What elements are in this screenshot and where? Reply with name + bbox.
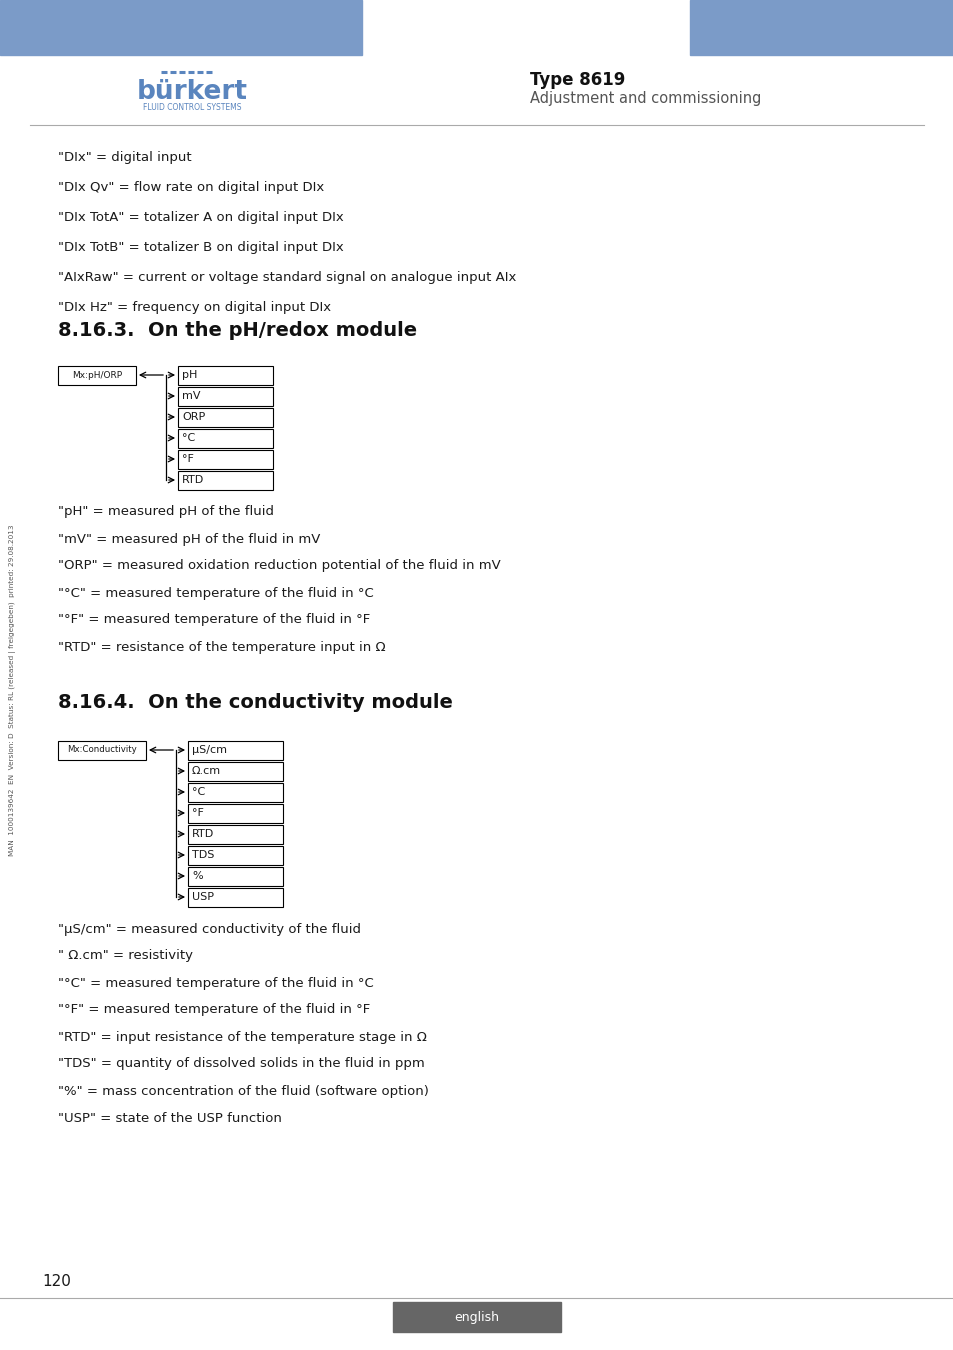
Text: "DIx" = digital input: "DIx" = digital input <box>58 151 192 165</box>
Bar <box>178 366 273 385</box>
Text: FLUID CONTROL SYSTEMS: FLUID CONTROL SYSTEMS <box>143 103 241 112</box>
Bar <box>188 825 283 844</box>
Bar <box>188 803 283 822</box>
Text: USP: USP <box>192 892 213 902</box>
Bar <box>393 1301 560 1332</box>
Text: %: % <box>192 871 202 882</box>
Text: "°C" = measured temperature of the fluid in °C: "°C" = measured temperature of the fluid… <box>58 976 374 990</box>
Text: "USP" = state of the USP function: "USP" = state of the USP function <box>58 1111 281 1125</box>
Text: Type 8619: Type 8619 <box>530 72 625 89</box>
Text: "ORP" = measured oxidation reduction potential of the fluid in mV: "ORP" = measured oxidation reduction pot… <box>58 559 500 572</box>
Bar <box>178 408 273 427</box>
Text: TDS: TDS <box>192 850 214 860</box>
Text: bürkert: bürkert <box>136 80 247 105</box>
Text: "DIx Qv" = flow rate on digital input DIx: "DIx Qv" = flow rate on digital input DI… <box>58 181 324 194</box>
Text: "DIx Hz" = frequency on digital input DIx: "DIx Hz" = frequency on digital input DI… <box>58 301 331 315</box>
Text: "RTD" = input resistance of the temperature stage in Ω: "RTD" = input resistance of the temperat… <box>58 1030 426 1044</box>
Text: "%" = mass concentration of the fluid (software option): "%" = mass concentration of the fluid (s… <box>58 1084 429 1098</box>
Text: pH: pH <box>182 370 197 379</box>
Bar <box>178 386 273 405</box>
Bar <box>188 887 283 906</box>
Bar <box>188 741 283 760</box>
Text: °F: °F <box>192 809 204 818</box>
Bar <box>188 761 283 780</box>
Text: Mx:Conductivity: Mx:Conductivity <box>67 745 136 755</box>
Text: "mV" = measured pH of the fluid in mV: "mV" = measured pH of the fluid in mV <box>58 532 320 545</box>
Text: RTD: RTD <box>192 829 214 838</box>
Text: "°F" = measured temperature of the fluid in °F: "°F" = measured temperature of the fluid… <box>58 613 370 626</box>
Text: 8.16.4.  On the conductivity module: 8.16.4. On the conductivity module <box>58 693 453 711</box>
Bar <box>178 450 273 468</box>
Bar <box>188 867 283 886</box>
Bar <box>188 783 283 802</box>
Bar <box>58 366 136 385</box>
Text: " Ω.cm" = resistivity: " Ω.cm" = resistivity <box>58 949 193 963</box>
Text: °F: °F <box>182 454 193 464</box>
Text: "AIxRaw" = current or voltage standard signal on analogue input AIx: "AIxRaw" = current or voltage standard s… <box>58 271 516 285</box>
Text: "°F" = measured temperature of the fluid in °F: "°F" = measured temperature of the fluid… <box>58 1003 370 1017</box>
Text: MAN  1000139642  EN  Version: D  Status: RL (released | freigegeben)  printed: 2: MAN 1000139642 EN Version: D Status: RL … <box>10 524 16 856</box>
Text: RTD: RTD <box>182 475 204 485</box>
Text: μS/cm: μS/cm <box>192 745 227 755</box>
Text: Adjustment and commissioning: Adjustment and commissioning <box>530 92 760 107</box>
Text: "pH" = measured pH of the fluid: "pH" = measured pH of the fluid <box>58 505 274 518</box>
Bar <box>188 845 283 864</box>
Bar <box>178 471 273 490</box>
Text: °C: °C <box>182 433 195 443</box>
Text: Mx:pH/ORP: Mx:pH/ORP <box>71 370 122 379</box>
Text: "DIx TotB" = totalizer B on digital input DIx: "DIx TotB" = totalizer B on digital inpu… <box>58 242 343 255</box>
Text: "μS/cm" = measured conductivity of the fluid: "μS/cm" = measured conductivity of the f… <box>58 922 360 936</box>
Bar <box>58 741 146 760</box>
Bar <box>178 428 273 447</box>
Bar <box>0 0 361 55</box>
Text: °C: °C <box>192 787 205 796</box>
Text: 120: 120 <box>42 1274 71 1289</box>
Text: 8.16.3.  On the pH/redox module: 8.16.3. On the pH/redox module <box>58 320 416 339</box>
Text: Ω.cm: Ω.cm <box>192 765 221 776</box>
Text: "TDS" = quantity of dissolved solids in the fluid in ppm: "TDS" = quantity of dissolved solids in … <box>58 1057 424 1071</box>
Text: "DIx TotA" = totalizer A on digital input DIx: "DIx TotA" = totalizer A on digital inpu… <box>58 212 343 224</box>
Text: english: english <box>454 1311 499 1323</box>
Bar <box>689 0 953 55</box>
Text: ORP: ORP <box>182 412 205 423</box>
Text: "°C" = measured temperature of the fluid in °C: "°C" = measured temperature of the fluid… <box>58 586 374 599</box>
Text: mV: mV <box>182 392 200 401</box>
Text: "RTD" = resistance of the temperature input in Ω: "RTD" = resistance of the temperature in… <box>58 640 385 653</box>
